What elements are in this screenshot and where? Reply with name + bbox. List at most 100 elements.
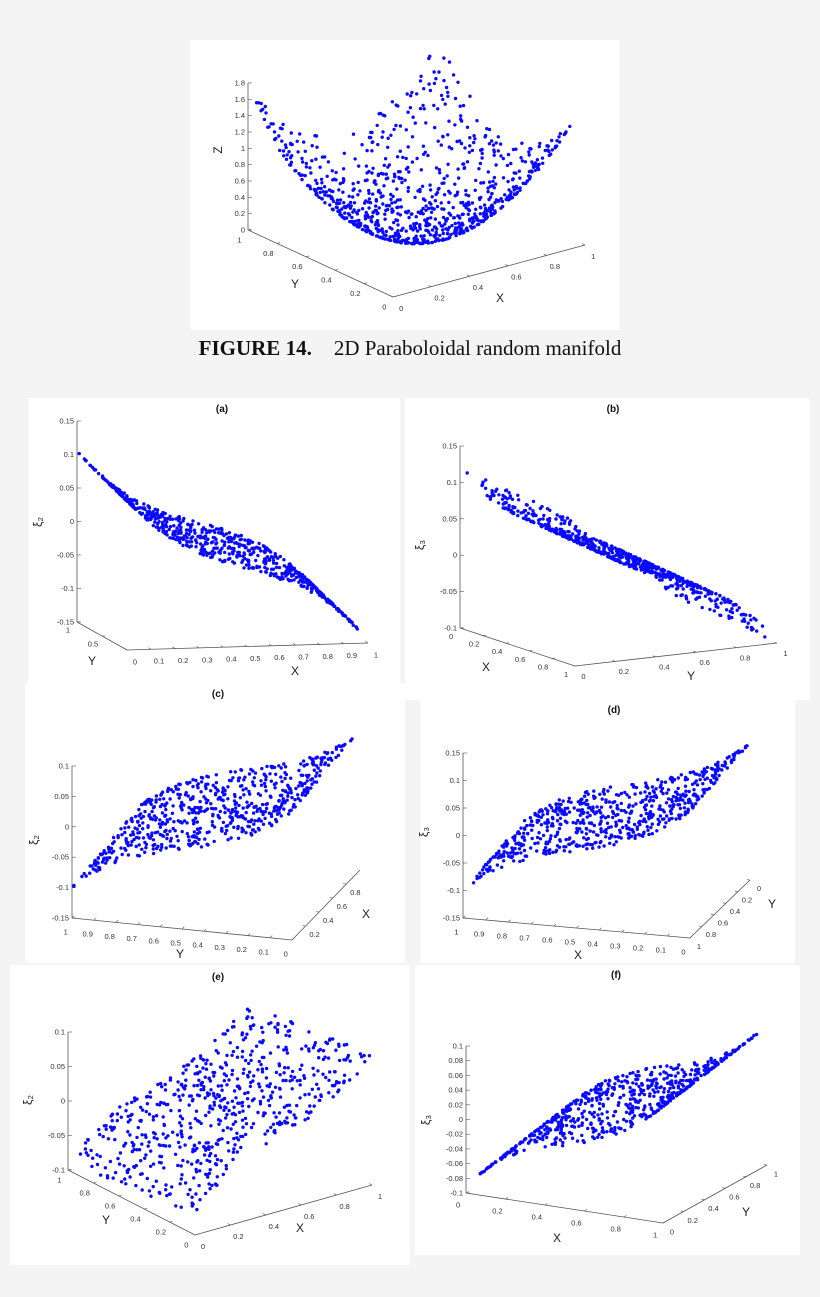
data-point bbox=[446, 228, 450, 232]
data-point bbox=[281, 577, 285, 581]
data-point bbox=[204, 1067, 209, 1071]
data-point bbox=[710, 590, 714, 595]
data-point bbox=[264, 1076, 269, 1080]
data-point bbox=[282, 154, 286, 158]
data-point bbox=[357, 218, 361, 223]
x-tick-mark bbox=[298, 1203, 302, 1206]
data-point bbox=[353, 157, 357, 161]
data-point bbox=[190, 1099, 195, 1103]
data-point bbox=[278, 1120, 282, 1124]
data-point bbox=[581, 844, 585, 848]
data-point bbox=[222, 533, 226, 538]
y-tick-mark bbox=[773, 641, 778, 644]
data-point bbox=[303, 580, 307, 584]
data-point bbox=[554, 517, 558, 521]
data-point bbox=[119, 1115, 124, 1119]
data-point bbox=[686, 600, 691, 604]
data-point bbox=[244, 810, 248, 815]
data-point bbox=[130, 819, 134, 824]
data-point bbox=[609, 805, 613, 809]
data-point bbox=[300, 793, 304, 797]
data-point bbox=[695, 783, 700, 787]
data-point bbox=[309, 590, 313, 594]
data-point bbox=[318, 1098, 322, 1103]
data-point bbox=[307, 1047, 311, 1051]
data-point bbox=[185, 536, 189, 540]
data-point bbox=[393, 200, 397, 204]
data-point bbox=[527, 150, 531, 154]
data-point bbox=[242, 778, 246, 782]
data-point bbox=[660, 780, 664, 784]
data-point bbox=[525, 823, 529, 828]
data-point bbox=[604, 800, 608, 804]
data-point bbox=[110, 851, 114, 855]
data-point bbox=[228, 1041, 232, 1045]
data-point bbox=[175, 526, 179, 530]
y-tick-mark bbox=[247, 933, 251, 936]
data-point bbox=[190, 1162, 194, 1166]
data-point bbox=[632, 560, 636, 565]
data-point bbox=[437, 221, 442, 225]
data-point bbox=[319, 756, 323, 760]
data-point bbox=[492, 153, 496, 157]
data-point bbox=[505, 163, 510, 168]
z-tick-label: 0.15 bbox=[442, 442, 457, 451]
data-point bbox=[699, 591, 703, 595]
data-point bbox=[602, 552, 606, 556]
data-point bbox=[616, 807, 620, 811]
data-point bbox=[179, 1124, 183, 1128]
data-point bbox=[558, 809, 562, 813]
data-point bbox=[513, 835, 517, 839]
data-point bbox=[691, 591, 695, 595]
data-point bbox=[702, 791, 706, 795]
data-point bbox=[235, 1131, 239, 1136]
data-point bbox=[517, 847, 522, 851]
data-point bbox=[644, 1066, 649, 1071]
data-point bbox=[165, 1193, 169, 1198]
data-point bbox=[674, 799, 678, 803]
data-point bbox=[478, 205, 483, 209]
data-point bbox=[522, 838, 527, 842]
z-tick-label: 0.05 bbox=[445, 804, 460, 813]
data-point bbox=[616, 547, 620, 552]
data-point bbox=[179, 525, 183, 530]
data-point bbox=[505, 1151, 510, 1155]
y-tick-label: 0.4 bbox=[730, 907, 740, 916]
data-point bbox=[577, 532, 581, 536]
data-point bbox=[441, 228, 445, 232]
data-point bbox=[141, 827, 145, 831]
y-tick-label: 0.2 bbox=[236, 945, 246, 954]
data-point bbox=[684, 597, 689, 601]
data-point bbox=[396, 223, 400, 227]
data-point bbox=[295, 1079, 299, 1083]
data-point bbox=[203, 550, 208, 554]
data-point bbox=[619, 548, 624, 553]
data-point bbox=[211, 814, 215, 818]
data-point bbox=[662, 810, 666, 814]
data-point bbox=[302, 1074, 306, 1078]
data-point bbox=[398, 213, 403, 217]
z-tick-label: -0.05 bbox=[57, 551, 74, 560]
data-point bbox=[247, 566, 251, 570]
data-point bbox=[370, 214, 374, 219]
data-point bbox=[683, 794, 687, 799]
y-tick-mark bbox=[571, 664, 576, 667]
data-point bbox=[558, 816, 563, 820]
y-tick-label: 1 bbox=[64, 928, 68, 937]
data-point bbox=[398, 234, 402, 239]
data-point bbox=[517, 169, 521, 173]
data-point bbox=[658, 578, 662, 582]
data-point bbox=[656, 778, 660, 782]
data-point bbox=[309, 778, 313, 782]
data-point bbox=[585, 827, 589, 831]
data-point bbox=[122, 1164, 126, 1168]
data-point bbox=[217, 1122, 221, 1126]
data-point bbox=[513, 192, 517, 196]
data-point bbox=[433, 125, 437, 130]
data-point bbox=[232, 1089, 237, 1093]
data-point bbox=[311, 1046, 315, 1050]
data-point bbox=[432, 225, 437, 229]
data-point bbox=[281, 149, 286, 153]
data-point bbox=[641, 798, 645, 803]
y-tick-label: 0.2 bbox=[742, 895, 752, 904]
